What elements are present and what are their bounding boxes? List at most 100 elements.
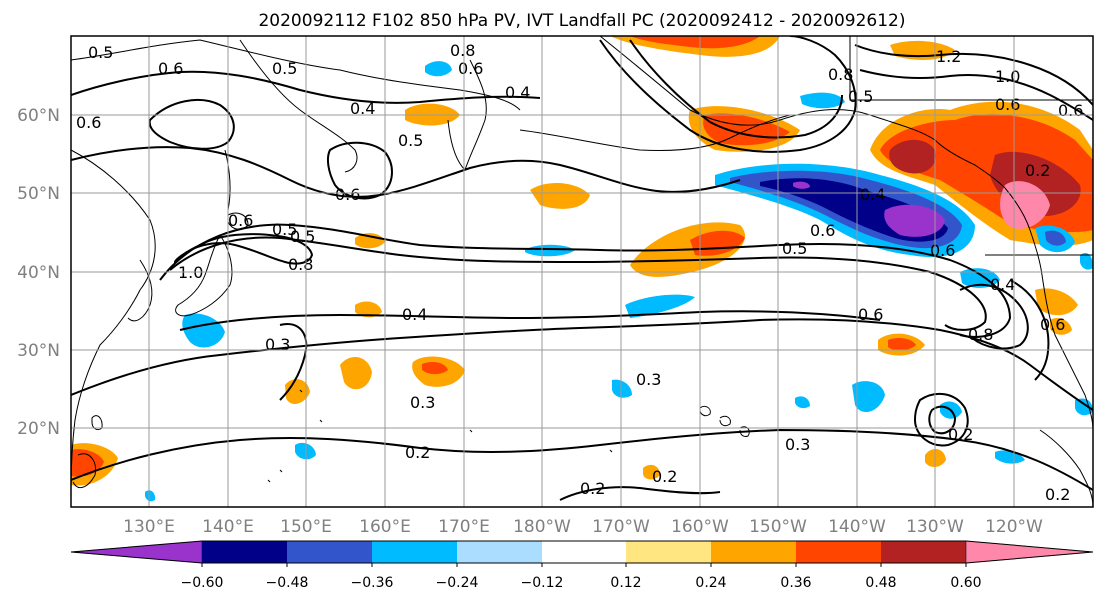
coast-alaska-north	[849, 36, 1093, 101]
colorbar-swatch	[881, 541, 966, 563]
colorbar-tick-label: −0.48	[266, 575, 309, 591]
shade-gulf-purple-small	[793, 181, 810, 189]
contour-north-pacific	[326, 141, 393, 200]
shade-cool-7	[852, 381, 885, 413]
shade-blob-12	[1050, 318, 1072, 335]
longitude-labels: 130°E 140°E 150°E 160°E 170°E 180°W 170°…	[123, 517, 1043, 537]
coast-kamchatka	[447, 59, 487, 171]
contour-label: 0.6	[858, 305, 883, 324]
graticule	[71, 36, 1093, 507]
contour-label: 0.5	[290, 227, 315, 246]
lon-label: 160°E	[359, 517, 411, 537]
contour-label: 0.6	[458, 59, 483, 78]
shade-blob-11	[643, 464, 660, 480]
contour-label: 0.5	[398, 131, 423, 150]
lon-label: 170°E	[438, 517, 490, 537]
contour-label: 0.2	[580, 479, 605, 498]
contour-label: 0.2	[948, 425, 973, 444]
lon-label: 130°E	[123, 517, 175, 537]
colorbar-tick-label: 0.12	[610, 575, 641, 591]
lon-label: 150°W	[749, 517, 807, 537]
shade-blob-4	[355, 301, 382, 318]
shade-cool-5	[960, 268, 1000, 288]
lon-label: 120°W	[985, 517, 1043, 537]
colorbar-swatch	[372, 541, 457, 563]
contour-label: 0.5	[88, 43, 113, 62]
shade-top-red	[630, 36, 760, 49]
lat-label-20n: 20°N	[17, 419, 60, 439]
contour-label: 0.5	[272, 59, 297, 78]
shade-cool-14	[795, 396, 810, 409]
contour-gulf-ridge-2	[859, 69, 1093, 121]
shade-cool-3	[525, 244, 575, 257]
contour-label: 0.6	[1058, 101, 1083, 120]
contour-subtropical	[71, 318, 1093, 411]
contour-label: 0.8	[968, 325, 993, 344]
coast-russia-east	[71, 39, 521, 111]
contour-east-pacific-low	[913, 392, 969, 447]
contour-label: 1.0	[995, 67, 1020, 86]
coastlines	[71, 36, 1093, 507]
latitude-labels: 60°N 50°N 40°N 30°N 20°N	[17, 106, 60, 439]
contour-label: 0.6	[1040, 315, 1065, 334]
colorbar-extend-left	[70, 540, 203, 564]
shade-cool-6-blue	[1045, 230, 1066, 246]
colorbar: −0.60 −0.48 −0.36 −0.24 −0.12 0.12 0.24 …	[70, 540, 1094, 591]
colorbar-tick-label: −0.60	[181, 575, 224, 591]
contour-labels: 0.5 0.6 0.6 0.8 0.6 0.5 0.4 0.4 0.5 1.2 …	[76, 41, 1083, 504]
lon-label: 170°W	[592, 517, 650, 537]
contour-gulf-ridge	[854, 44, 1093, 106]
shade-cool-2	[182, 313, 225, 348]
contour-label: 0.4	[402, 305, 427, 324]
contour-mid-08	[959, 283, 1029, 350]
contour-label: 0.6	[228, 211, 253, 230]
contour-label: 0.6	[930, 241, 955, 260]
contour-label: 0.4	[860, 185, 885, 204]
contour-label: 0.4	[350, 99, 375, 118]
contour-label: 0.8	[288, 255, 313, 274]
contour-label: 0.3	[785, 435, 810, 454]
map-frame	[70, 35, 1094, 508]
shade-blob-5	[340, 356, 372, 390]
contour-label: 1.2	[936, 47, 961, 66]
contour-coast-trough	[1009, 279, 1050, 381]
lat-label-60n: 60°N	[17, 106, 60, 126]
contour-jet-b	[169, 236, 987, 331]
shade-cool-13	[1080, 252, 1093, 270]
colorbar-tick-label: 0.36	[780, 575, 811, 591]
contour-label: 0.5	[848, 87, 873, 106]
contour-label: 0.8	[828, 65, 853, 84]
contour-midlat-04	[179, 310, 881, 331]
contour-east-pacific-low-inner	[928, 405, 957, 435]
colorbar-tick-label: 0.60	[950, 575, 981, 591]
colorbar-tick-label: −0.36	[351, 575, 394, 591]
colorbar-tick-label: 0.48	[865, 575, 896, 591]
contour-label: 0.5	[272, 220, 297, 239]
contour-label: 0.6	[810, 221, 835, 240]
contour-label: 0.4	[990, 275, 1015, 294]
shade-cool-15	[145, 490, 156, 502]
contour-label: 0.6	[995, 95, 1020, 114]
colorbar-swatch	[711, 541, 796, 563]
contour-aleutian-inner	[629, 39, 843, 139]
shade-blob-8-red	[888, 337, 916, 351]
shade-gulf-purple	[884, 204, 945, 237]
contour-japan-low	[173, 233, 314, 265]
coast-alaska	[599, 36, 1006, 189]
lon-label: 130°W	[906, 517, 964, 537]
contour-label: 0.3	[636, 370, 661, 389]
contour-north-05	[71, 70, 541, 104]
shade-blob-7-red	[422, 362, 448, 375]
lat-label-40n: 40°N	[17, 263, 60, 283]
shade-cool-4	[625, 294, 695, 318]
coast-us-west	[1041, 274, 1093, 431]
contour-label: 0.2	[405, 443, 430, 462]
contour-label: 0.8	[450, 41, 475, 60]
contour-label: 0.2	[1045, 485, 1070, 504]
contour-subtrop-south	[279, 323, 308, 401]
colorbar-swatch	[796, 541, 881, 563]
shade-alaska-darkred	[889, 139, 936, 174]
coast-hawaii	[699, 405, 750, 437]
contour-label: 0.2	[1025, 161, 1050, 180]
